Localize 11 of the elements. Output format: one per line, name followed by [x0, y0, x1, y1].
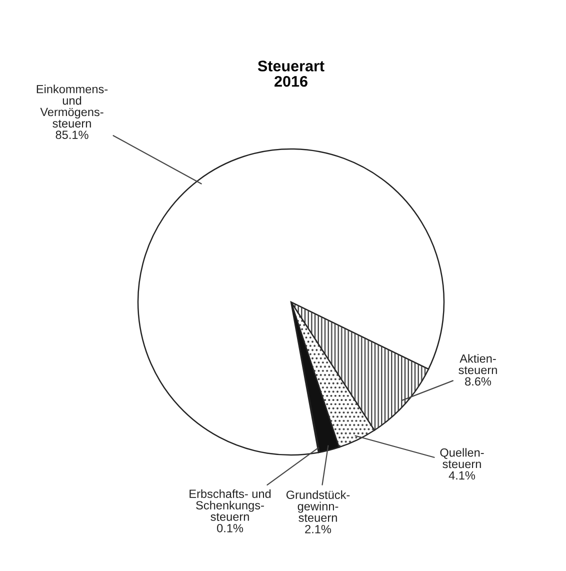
data-label: 85.1% — [56, 130, 88, 140]
data-label: 2.1% — [305, 524, 332, 534]
slice-label: Quellen- steuern — [440, 448, 484, 468]
slice-label: Grundstück- gewinn- steuern — [286, 490, 350, 522]
chart-title: Steuerart 2016 — [258, 60, 324, 87]
slice-label: Einkommens- und Vermögens- steuern — [36, 84, 108, 128]
slice-label: Aktien- steuern — [458, 354, 497, 374]
data-label: 0.1% — [217, 524, 244, 532]
data-label: 4.1% — [448, 471, 476, 480]
slice-label: Erbschafts- und Schenkungs- steuern — [190, 489, 271, 521]
data-label: 8.6% — [465, 377, 492, 386]
